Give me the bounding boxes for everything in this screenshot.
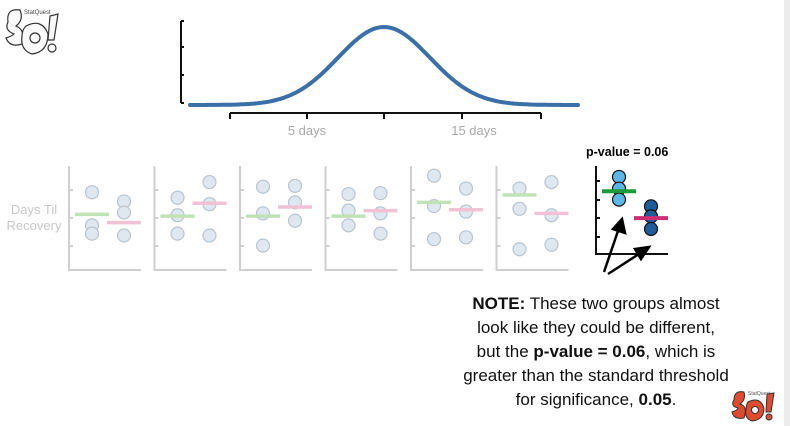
- panel-axes: [68, 166, 141, 271]
- group2-point: [202, 228, 217, 243]
- group1-point: [512, 201, 527, 216]
- note-line-3c: , which is: [645, 342, 716, 361]
- p-value-title: p-value = 0.06: [586, 145, 669, 159]
- note-line-3: but the p-value = 0.06, which is: [426, 340, 766, 364]
- distribution-x-axis: [229, 112, 542, 119]
- group1-point: [255, 179, 271, 194]
- comparison-panels: [68, 166, 668, 271]
- note-line-5a: for significance,: [515, 390, 634, 409]
- statquest-logo-small: StatQuest: [731, 391, 775, 422]
- panel-4: [324, 166, 398, 271]
- arrow-head-pink: [632, 245, 652, 262]
- group2-point: [458, 204, 474, 219]
- group1-point: [341, 186, 356, 202]
- group1-point: [255, 238, 271, 253]
- note-line-5c: .: [671, 390, 677, 409]
- group1-point: [512, 242, 527, 257]
- y-axis-label: Days Til Recovery: [6, 202, 62, 233]
- distribution-curve: [188, 24, 580, 107]
- note-line-2: look like they could be different,: [477, 318, 715, 337]
- panel-axes: [153, 166, 227, 271]
- group2-point: [287, 178, 303, 193]
- note-line-3a: but the: [476, 342, 529, 361]
- group1-point: [84, 185, 100, 200]
- highlight-panel-axes: [595, 166, 668, 255]
- distribution-plot: 5 days 15 days: [180, 20, 580, 138]
- panel-3: [239, 166, 312, 271]
- group2-point: [287, 213, 303, 228]
- panel-6: [495, 166, 569, 271]
- highlight-panel: [595, 166, 668, 255]
- panel-axes: [495, 166, 569, 271]
- note-threshold: 0.05: [638, 390, 672, 409]
- arrow-to-green-group: [602, 227, 621, 273]
- note-line-1-text: These two groups almost: [529, 294, 720, 313]
- highlight-group1-point: [611, 192, 627, 207]
- note-arrows: [602, 216, 652, 276]
- logo-top-text: StatQuest: [24, 10, 51, 16]
- group2-point: [544, 208, 559, 223]
- group1-point: [170, 190, 185, 205]
- note-p-value: p-value = 0.06: [533, 342, 646, 361]
- group1-point: [170, 226, 185, 241]
- small-logo-top-text: StatQuest: [748, 391, 771, 397]
- x-tick-label-15-days: 15 days: [451, 123, 497, 138]
- group2-point: [202, 175, 217, 190]
- panel-axes: [410, 166, 483, 271]
- panel-axes: [239, 166, 312, 271]
- group1-point: [84, 226, 100, 241]
- distribution-y-axis: [180, 20, 184, 104]
- x-tick-label-5-days: 5 days: [288, 123, 327, 138]
- group2-point: [544, 175, 559, 190]
- note-line-1: NOTE: These two groups almost: [426, 292, 766, 316]
- note-text: NOTE: These two groups almost look like …: [426, 292, 766, 412]
- highlight-group2-point: [643, 221, 659, 237]
- group1-point: [341, 218, 356, 233]
- group1-point: [426, 168, 442, 183]
- highlight-group1-point: [611, 169, 627, 185]
- note-line-5: for significance, 0.05.: [426, 388, 766, 412]
- group1-point: [426, 232, 442, 247]
- panel-1: [68, 166, 141, 271]
- group2-point: [458, 181, 474, 196]
- group2-point: [458, 230, 474, 245]
- group1-point: [255, 206, 271, 221]
- note-line-4: greater than the standard threshold: [463, 366, 729, 385]
- statquest-logo: StatQuest: [5, 9, 59, 55]
- group2-point: [373, 206, 388, 221]
- panel-2: [153, 166, 227, 271]
- right-edge-border: [784, 0, 790, 426]
- group1-point: [512, 181, 527, 196]
- group2-point: [116, 228, 132, 243]
- note-lead: NOTE:: [472, 294, 526, 313]
- panel-5: [410, 166, 483, 271]
- group2-point: [116, 205, 132, 220]
- arrow-head-green: [610, 216, 627, 235]
- group2-point: [373, 226, 388, 241]
- group2-point: [373, 186, 388, 201]
- arrow-to-pink-group: [607, 250, 643, 276]
- panel-axes: [324, 166, 398, 271]
- group2-point: [544, 237, 559, 252]
